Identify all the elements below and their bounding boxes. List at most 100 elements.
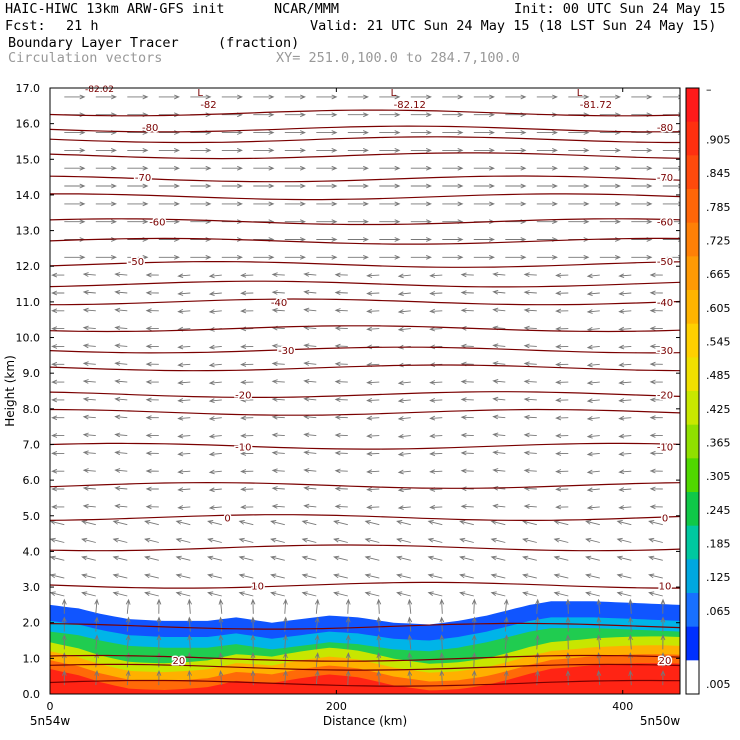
circulation-vector	[271, 307, 285, 313]
minimum-value: -82.12	[394, 100, 426, 111]
circulation-vector	[555, 344, 569, 350]
circulation-vector	[628, 669, 634, 686]
circulation-vector	[112, 537, 128, 543]
circulation-vector	[649, 415, 663, 421]
circulation-vector	[271, 432, 285, 438]
circulation-vector	[240, 433, 254, 439]
circulation-vector	[616, 537, 632, 543]
circulation-vector	[64, 165, 86, 171]
temperature-contour	[50, 442, 680, 450]
colorbar-swatch	[686, 660, 699, 695]
circulation-vector	[553, 555, 569, 561]
circulation-vector	[114, 396, 128, 402]
circulation-vector	[127, 183, 149, 189]
contour-label-right: 0	[662, 514, 668, 525]
circulation-vector	[460, 468, 474, 474]
circulation-vector	[648, 537, 663, 543]
circulation-vector	[95, 183, 117, 189]
temperature-contour	[50, 481, 680, 489]
circulation-vector	[459, 591, 474, 597]
circulation-vector	[207, 555, 222, 561]
circulation-vector	[523, 361, 537, 367]
circulation-vector	[553, 520, 569, 526]
circulation-vector	[616, 520, 632, 526]
circulation-vector	[586, 398, 600, 404]
circulation-vector	[94, 669, 99, 686]
circulation-vector	[145, 290, 159, 296]
circulation-vector	[207, 520, 222, 526]
circulation-vector	[618, 380, 632, 386]
circulation-vector	[536, 201, 558, 207]
circulation-vector	[284, 147, 306, 153]
circulation-vector	[631, 254, 653, 260]
circulation-vector	[175, 591, 191, 597]
circulation-vector	[64, 219, 86, 225]
circulation-vector	[410, 201, 432, 207]
circulation-vector	[51, 486, 65, 492]
circulation-vector	[334, 343, 348, 349]
circulation-vector	[492, 503, 506, 509]
circulation-vector	[555, 379, 569, 385]
circulation-vector	[187, 669, 193, 686]
temperature-contour	[50, 663, 680, 671]
circulation-vector	[522, 591, 537, 597]
circulation-vector	[407, 616, 413, 632]
contour-label: -40	[271, 298, 287, 309]
circulation-vector	[125, 634, 131, 650]
contour-label: -60	[149, 218, 165, 229]
colorbar-swatch	[686, 593, 699, 628]
circulation-vector	[114, 450, 128, 456]
circulation-vector	[271, 397, 285, 402]
circulation-vector	[492, 307, 506, 313]
circulation-vector	[144, 591, 159, 597]
circulation-vector	[459, 573, 474, 579]
circulation-vector	[50, 573, 65, 579]
circulation-vector	[503, 616, 509, 632]
circulation-vector	[586, 273, 600, 279]
circulation-vector	[177, 433, 191, 439]
circulation-vector	[523, 397, 537, 402]
y-tick-label: 13.0	[16, 225, 41, 238]
circulation-vector	[81, 591, 96, 597]
circulation-vector	[301, 520, 317, 526]
circulation-vector	[631, 201, 653, 207]
circulation-vector	[334, 432, 348, 438]
circulation-vector	[347, 112, 369, 118]
colorbar-label: .065	[706, 605, 731, 618]
circulation-vector	[536, 165, 558, 171]
temperature-contour	[50, 364, 680, 372]
y-tick-label: 17.0	[16, 82, 41, 95]
circulation-vector	[366, 415, 380, 421]
org-label: NCAR/MMM	[274, 1, 340, 17]
circulation-vector	[596, 634, 602, 650]
circulation-vector	[490, 555, 506, 561]
circulation-vector	[316, 237, 338, 242]
circulation-vector	[471, 652, 477, 668]
y-tick-label: 3.0	[23, 581, 41, 594]
circulation-vector	[175, 520, 191, 526]
circulation-vector	[347, 219, 369, 225]
circulation-vector	[442, 94, 464, 100]
circulation-vector	[303, 432, 317, 438]
circulation-vector	[586, 505, 600, 510]
circulation-vector	[555, 290, 569, 296]
circulation-vector	[127, 165, 149, 171]
circulation-vector	[240, 362, 254, 367]
circulation-vector	[112, 591, 128, 597]
contour-label-right: -30	[657, 346, 673, 357]
circulation-vector	[51, 361, 65, 367]
circulation-vector	[490, 573, 506, 579]
circulation-vector	[81, 537, 96, 543]
circulation-vector	[175, 573, 191, 579]
circulation-vector	[82, 343, 96, 349]
circulation-vector	[114, 432, 128, 438]
circulation-vector	[471, 669, 477, 686]
circulation-vector	[221, 183, 243, 189]
circulation-vector	[253, 112, 275, 118]
circulation-vector	[492, 414, 506, 420]
circulation-vector	[410, 130, 432, 135]
circulation-vector	[271, 272, 285, 278]
circulation-vector	[50, 591, 65, 597]
circulation-vector	[61, 616, 67, 632]
circulation-vector	[555, 486, 569, 492]
